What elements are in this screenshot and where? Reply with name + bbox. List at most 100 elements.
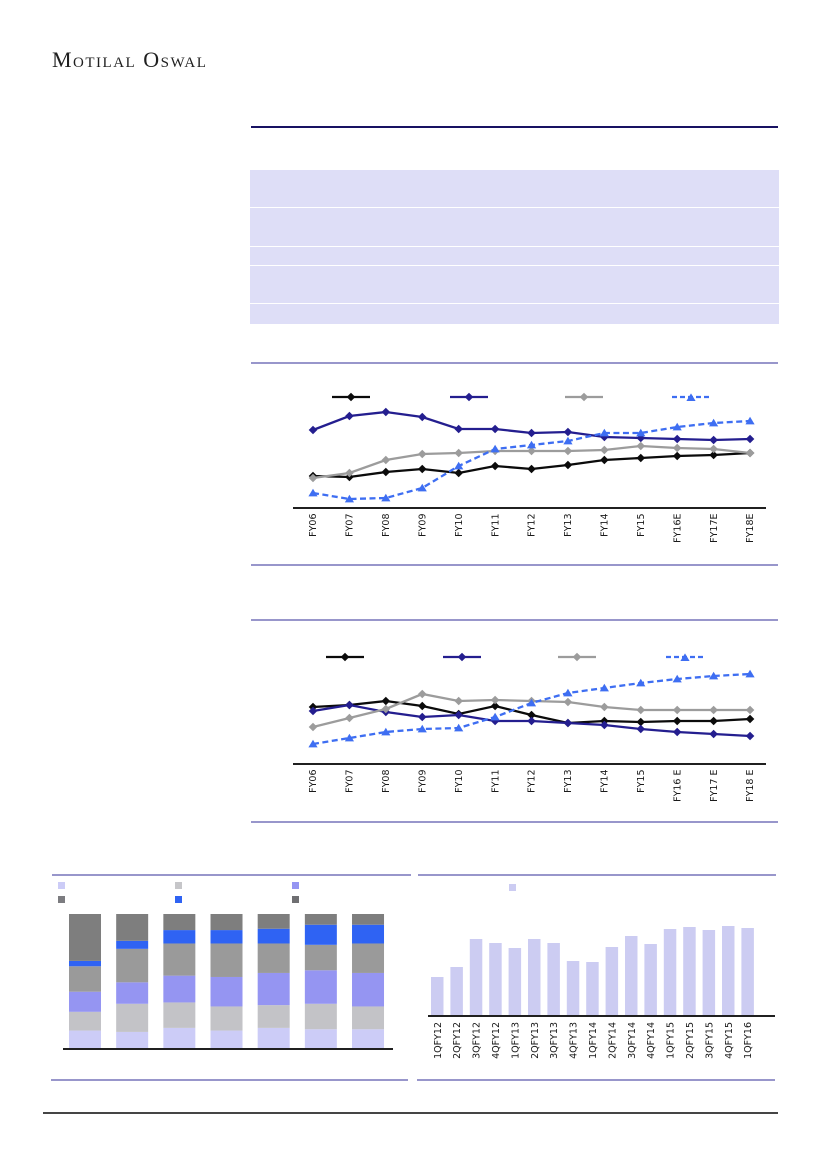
diamond-marker [636,724,646,734]
axis-tick-label: FY12 [527,770,538,793]
bar-segment-segment-lavender [352,1029,385,1048]
diamond-marker [672,443,682,453]
bar-segment-quarterly-lavender [528,939,541,1015]
bottom-right-chart-bottom-rule [417,1079,775,1081]
triangle-marker [599,683,609,692]
axis-tick-label: FY15 [636,514,647,537]
axis-tick-label: 4QFY12 [491,1022,502,1059]
bar-segment-quarterly-lavender [450,967,463,1015]
diamond-marker [672,727,682,737]
axis-tick-label: FY10 [454,770,465,793]
diamond-marker [709,729,718,739]
legend-item-0 [332,392,370,402]
diamond-marker [527,446,536,456]
series-blue-dashed [308,669,755,748]
bar-segment-segment-lightgray [163,1002,196,1028]
axis-tick-label: 3QFY13 [549,1022,560,1059]
bar-segment-segment-darkgray [304,914,337,925]
bar-segment-segment-periwinkle [116,982,149,1004]
diamond-marker [579,392,589,402]
diamond-marker [636,705,646,715]
triangle-marker [381,727,391,736]
diamond-marker [672,451,682,461]
triangle-marker [490,712,500,721]
axis-tick-label: FY16E [672,514,683,543]
axis-tick-label: FY18 E [745,770,756,802]
summary-table-row-2 [250,208,779,246]
bar-segment-segment-darkgray [352,914,385,925]
bar-segment-segment-lavender [304,1029,337,1048]
axis-tick-label: 4QFY13 [569,1022,580,1059]
diamond-marker [527,716,536,726]
triangle-marker [709,671,719,680]
diamond-marker [709,450,718,460]
bar-segment-quarterly-lavender [663,929,677,1015]
legend-swatch-1 [175,882,182,889]
bar-segment-segment-mediumgray [69,966,101,992]
triangle-marker [745,416,755,425]
diamond-marker [563,446,573,456]
diamond-marker [636,717,646,727]
bar-segment-segment-lavender [163,1027,196,1048]
footer-rule [43,1112,778,1114]
axis-tick-label: FY08 [381,514,392,537]
axis-tick-label: FY13 [563,770,574,793]
series-navy-solid [308,407,755,445]
diamond-marker [464,392,474,402]
axis-tick-label: FY09 [417,770,428,793]
axis-tick-label: FY16 E [672,770,683,802]
axis-tick-label: 1QFY13 [510,1022,521,1059]
triangle-marker [745,669,755,678]
diamond-marker [709,435,718,445]
axis-tick-label: 1QFY14 [588,1022,599,1059]
legend-swatch-3 [58,896,65,903]
diamond-marker [636,453,646,463]
diamond-marker [345,411,354,421]
diamond-marker [600,455,609,465]
axis-tick-label: 2QFY13 [530,1022,541,1059]
axis-tick-label: FY14 [600,770,611,793]
triangle-marker [563,436,573,445]
summary-table-row-4 [250,266,779,303]
axis-tick-label: FY11 [490,770,501,793]
diamond-marker [672,705,682,715]
bar-segment-segment-mediumgray [116,948,149,983]
diamond-marker [600,720,609,730]
diamond-marker [454,448,463,458]
axis-tick-label: FY07 [345,514,356,537]
diamond-marker [417,464,427,474]
axis-tick-label: 2QFY14 [607,1022,618,1059]
axis-tick-label: 2QFY12 [452,1022,463,1059]
bar-segment-quarterly-lavender [547,943,560,1015]
bar-segment-segment-periwinkle [257,972,290,1006]
bar-segment-segment-darkgray [257,914,290,929]
triangle-marker [454,723,464,732]
bar-segment-segment-mediumgray [210,943,243,977]
bar-segment-segment-lightgray [257,1005,290,1028]
section-divider-3 [251,619,778,621]
bar-segment-quarterly-lavender [508,948,522,1015]
diamond-marker [340,652,350,662]
axis-tick-label: FY13 [563,514,574,537]
diamond-marker [672,434,682,444]
series-blue-dashed [308,416,755,503]
legend-item-0 [326,652,364,662]
triangle-marker [599,428,609,437]
triangle-marker [417,483,427,492]
bar-segment-quarterly-lavender [741,928,754,1015]
axis-tick-label: 1QFY16 [743,1022,754,1059]
axis-tick-label: 4QFY15 [724,1022,735,1059]
legend-swatch-5 [292,896,299,903]
axis-tick-label: 2QFY15 [685,1022,696,1059]
diamond-marker [308,722,318,732]
axis-tick-label: FY18E [745,514,756,543]
bar-segment-quarterly-lavender [489,943,502,1015]
bar-segment-segment-lightgray [352,1006,385,1030]
bar-segment-quarterly-lavender [605,947,619,1015]
diamond-marker [600,445,609,455]
bar-segment-segment-blue [163,930,196,944]
axis-tick-label: 3QFY14 [627,1022,638,1059]
triangle-marker [672,422,682,431]
triangle-marker [417,724,427,733]
